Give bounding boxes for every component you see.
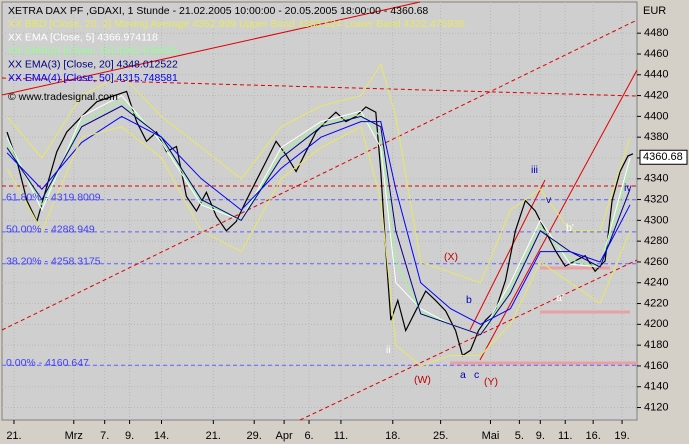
x-tick-label: Apr (276, 430, 293, 442)
legend-entry: XX EMA [Close, 5] 4366.974118 (8, 31, 158, 43)
y-tick-label: 4420 (644, 89, 668, 101)
legend-entry: XX EMA(4) [Close, 50] 4315.748581 (8, 72, 178, 84)
legend-entry: XX EMA(2) [Close, 10] 4362.548025 (8, 45, 178, 57)
x-tick-label: 9. (125, 430, 134, 442)
y-tick-label: 4240 (644, 277, 668, 289)
y-tick-label: 4260 (644, 256, 668, 268)
x-tick-label: 25. (433, 430, 448, 442)
y-tick-label: 4120 (644, 401, 668, 413)
y-tick-label: 4160 (644, 360, 668, 372)
y-unit: EUR (643, 5, 666, 17)
last-price-label: 4360.68 (643, 151, 683, 163)
x-tick-label: 7. (100, 430, 109, 442)
x-tick-label: 18. (385, 430, 400, 442)
annotation: c (474, 369, 479, 381)
last-price-box (639, 149, 688, 165)
y-tick-label: 4220 (644, 297, 668, 309)
annotation: (W) (414, 374, 431, 386)
legend-entry: XX EMA(3) [Close, 20] 4348.012522 (8, 58, 178, 70)
fib-label: 50.00% - 4288.949 (6, 224, 95, 236)
trend-line (299, 259, 638, 421)
annotation: ii (386, 344, 391, 356)
y-tick-label: 4400 (644, 110, 668, 122)
annotation: (Y) (484, 376, 498, 388)
annotation: a' (556, 292, 564, 304)
x-tick-label: 21. (206, 430, 221, 442)
y-tick-label: 4200 (644, 318, 668, 330)
annotation: (X) (444, 251, 458, 263)
y-tick-label: 4180 (644, 339, 668, 351)
labels: 4120 4140 4160 4180 4200 4220 4240 4260 4280 4300… (6, 18, 688, 442)
y-tick-label: 4340 (644, 173, 668, 185)
lines (6, 63, 634, 367)
x-tick-label: Mrz (65, 430, 83, 442)
series-line (6, 63, 631, 284)
x-tick-label: 19. (614, 430, 629, 442)
y-tick-label: 4480 (644, 27, 668, 39)
trend-line (469, 179, 546, 331)
annotation: iii (531, 164, 538, 176)
copyright: © www.tradesignal.com (8, 91, 118, 103)
x-tick-label: 21. (6, 430, 21, 442)
x-tick-label: 11. (334, 430, 348, 442)
series-line (6, 126, 631, 367)
x-tick-label: 16. (585, 430, 600, 442)
x-tick-label: 6. (304, 430, 313, 442)
x-tick-label: 9. (536, 430, 545, 442)
y-tick-label: 4440 (644, 69, 668, 81)
trend-line (1, 77, 638, 97)
x-tick-label: Mai (482, 430, 500, 442)
annotation: iv (624, 182, 632, 194)
y-tick-label: 4380 (644, 131, 668, 143)
annotation: b' (566, 222, 574, 234)
grid (2, 2, 637, 420)
trend-line (1, 1, 421, 96)
annotation: b (466, 294, 472, 306)
x-tick-label: 11. (558, 430, 572, 442)
fib-label: 38.20% - 4258.3175 (6, 255, 101, 267)
y-tick-label: 4280 (644, 235, 668, 247)
fib-label: 0.00% - 4160.647 (6, 357, 89, 369)
series-line (6, 115, 631, 325)
legend-entry: XX BBD [Close, 20, 2] Moving Average 435… (8, 18, 465, 30)
y-tick-label: 4300 (644, 214, 668, 226)
chart-title: XETRA DAX PF ,GDAXI, 1 Stunde - 21.02.20… (8, 5, 428, 17)
y-tick-label: 4140 (644, 381, 668, 393)
x-tick-label: 14. (154, 430, 169, 442)
annotation: v (546, 194, 552, 206)
annotation: a (460, 369, 466, 381)
fib-label: 61.80% - 4319.8009 (6, 192, 101, 204)
trend-line (1, 19, 638, 331)
series-line (6, 94, 631, 336)
x-tick-label: 29. (247, 430, 262, 442)
trend-lines (1, 1, 638, 421)
y-tick-label: 4460 (644, 48, 668, 60)
x-tick-label: 5. (515, 430, 524, 442)
series-line (6, 100, 631, 336)
y-tick-label: 4320 (644, 193, 668, 205)
